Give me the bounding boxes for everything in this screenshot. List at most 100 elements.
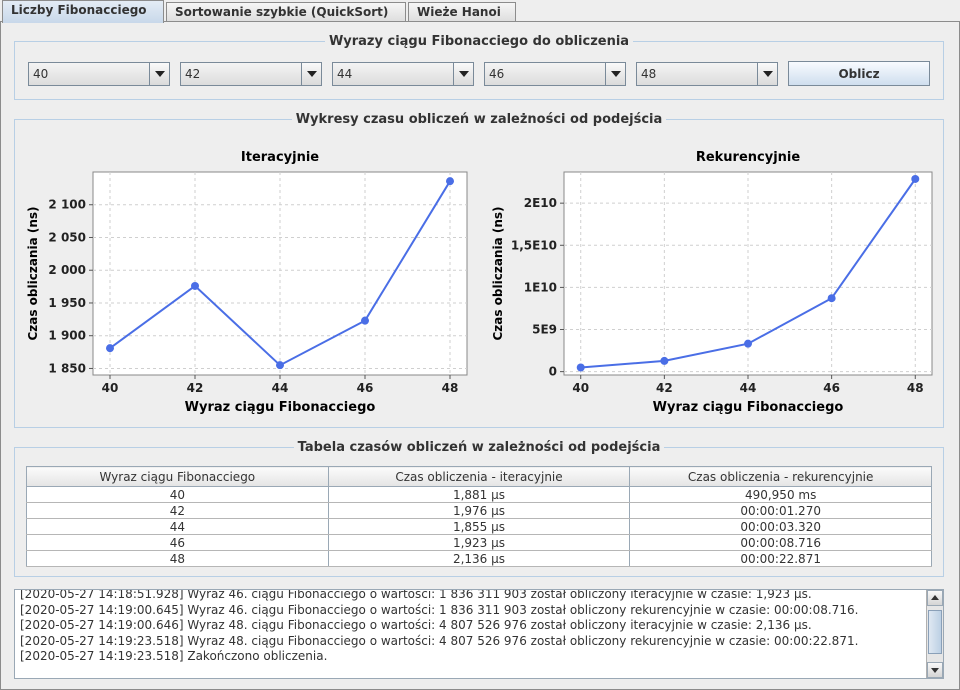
tab-bar: Liczby Fibonacciego Sortowanie szybkie (… bbox=[0, 0, 960, 23]
y-tick-label: 1 900 bbox=[48, 329, 86, 343]
cell-term: 46 bbox=[26, 534, 329, 551]
term-combo-2[interactable]: 42 bbox=[180, 62, 322, 86]
compute-button[interactable]: Oblicz bbox=[788, 61, 930, 86]
combo-value: 48 bbox=[641, 67, 657, 81]
cell-iterative: 1,976 µs bbox=[327, 502, 631, 519]
table-row[interactable]: 48 2,136 µs 00:00:22.871 bbox=[26, 550, 932, 567]
y-tick-label: 5E9 bbox=[532, 323, 557, 337]
y-tick-label: 2 100 bbox=[48, 198, 86, 212]
log-lines: [2020-05-27 14:18:51.928] Wyraz 46. ciąg… bbox=[20, 589, 920, 665]
input-group: Wyrazy ciągu Fibonacciego do obliczenia bbox=[14, 34, 944, 100]
x-tick-label: 48 bbox=[907, 381, 924, 395]
table-row[interactable]: 40 1,881 µs 490,950 ms bbox=[26, 486, 932, 503]
scroll-thumb[interactable] bbox=[928, 610, 942, 654]
x-tick-label: 44 bbox=[740, 381, 757, 395]
y-tick-label: 2 000 bbox=[48, 263, 86, 277]
data-point bbox=[446, 177, 454, 186]
term-combo-3[interactable]: 44 bbox=[332, 62, 474, 86]
chevron-down-icon[interactable] bbox=[149, 63, 169, 85]
x-tick-label: 42 bbox=[187, 381, 204, 395]
log-line: [2020-05-27 14:19:00.646] Wyraz 48. ciąg… bbox=[20, 618, 812, 632]
log-line: [2020-05-27 14:19:00.645] Wyraz 46. ciąg… bbox=[20, 602, 859, 617]
table-row[interactable]: 44 1,855 µs 00:00:03.320 bbox=[26, 518, 932, 535]
x-tick-label: 44 bbox=[272, 381, 289, 395]
charts-group: Wykresy czasu obliczeń w zależności od p… bbox=[14, 112, 944, 428]
cell-term: 40 bbox=[26, 486, 329, 503]
scroll-down-icon[interactable] bbox=[927, 662, 943, 678]
times-table: Wyraz ciągu Fibonacciego Czas obliczenia… bbox=[26, 466, 932, 567]
cell-recursive: 00:00:08.716 bbox=[629, 534, 932, 551]
chevron-down-icon[interactable] bbox=[757, 63, 777, 85]
y-tick-label: 2 050 bbox=[48, 230, 86, 244]
chevron-down-icon[interactable] bbox=[453, 63, 473, 85]
x-tick-label: 40 bbox=[102, 381, 119, 395]
log-scrollbar[interactable] bbox=[926, 590, 943, 678]
cell-term: 48 bbox=[26, 550, 329, 567]
chart-iterative: Iteracyjnie 40 42 44 46 48 1 850 1 900 1 950 2 00… bbox=[20, 140, 470, 425]
table-row[interactable]: 46 1,923 µs 00:00:08.716 bbox=[26, 534, 932, 551]
chevron-down-icon[interactable] bbox=[605, 63, 625, 85]
y-tick-label: 1 950 bbox=[48, 296, 86, 310]
data-point bbox=[361, 316, 369, 325]
cell-recursive: 490,950 ms bbox=[629, 486, 932, 503]
data-point bbox=[911, 174, 920, 183]
x-tick-label: 48 bbox=[442, 381, 459, 395]
column-header-iterative[interactable]: Czas obliczenia - iteracyjnie bbox=[327, 466, 631, 487]
column-header-term[interactable]: Wyraz ciągu Fibonacciego bbox=[26, 466, 329, 487]
table-group-title: Tabela czasów obliczeń w zależności od p… bbox=[293, 440, 665, 455]
term-combo-4[interactable]: 46 bbox=[484, 62, 626, 86]
y-axis-label: Czas obliczania (ns) bbox=[491, 206, 505, 340]
column-header-recursive[interactable]: Czas obliczenia - rekurencyjnie bbox=[629, 466, 932, 487]
y-tick-label: 1,5E10 bbox=[511, 238, 557, 252]
combo-value: 42 bbox=[185, 67, 201, 81]
combo-value: 46 bbox=[489, 67, 505, 81]
data-point bbox=[276, 361, 284, 370]
log-line: [2020-05-27 14:19:23.518] Zakończono obl… bbox=[20, 649, 328, 663]
term-combo-1[interactable]: 40 bbox=[28, 62, 170, 86]
data-point bbox=[660, 356, 669, 365]
log-line: [2020-05-27 14:18:51.928] Wyraz 46. ciąg… bbox=[20, 589, 812, 601]
table-row[interactable]: 42 1,976 µs 00:00:01.270 bbox=[26, 502, 932, 519]
combo-value: 44 bbox=[337, 67, 353, 81]
y-tick-label: 1E10 bbox=[524, 280, 557, 294]
chevron-down-icon[interactable] bbox=[301, 63, 321, 85]
chart-title: Rekurencyjnie bbox=[696, 150, 801, 165]
log-area[interactable]: [2020-05-27 14:18:51.928] Wyraz 46. ciąg… bbox=[14, 589, 944, 679]
x-tick-label: 40 bbox=[572, 381, 589, 395]
x-axis-label: Wyraz ciągu Fibonacciego bbox=[185, 400, 376, 415]
y-tick-label: 0 bbox=[549, 365, 557, 379]
table-group: Tabela czasów obliczeń w zależności od p… bbox=[14, 440, 944, 577]
x-tick-label: 46 bbox=[357, 381, 374, 395]
chart-recursive: Rekurencyjnie 40 42 44 46 48 0 5E9 1E10 1,5E10 2E1… bbox=[485, 140, 940, 425]
input-group-title: Wyrazy ciągu Fibonacciego do obliczenia bbox=[324, 34, 634, 49]
x-tick-label: 42 bbox=[656, 381, 673, 395]
log-line: [2020-05-27 14:19:23.518] Wyraz 48. ciąg… bbox=[20, 633, 859, 648]
data-point bbox=[106, 344, 114, 353]
cell-iterative: 2,136 µs bbox=[327, 550, 631, 567]
data-point bbox=[576, 363, 585, 372]
chart-recursive-svg: Rekurencyjnie 40 42 44 46 48 0 5E9 1E10 1,5E10 2E1… bbox=[491, 150, 933, 415]
data-point bbox=[827, 294, 836, 303]
tab-hanoi[interactable]: Wieże Hanoi bbox=[408, 2, 516, 22]
x-tick-label: 46 bbox=[823, 381, 840, 395]
charts-group-title: Wykresy czasu obliczeń w zależności od p… bbox=[291, 112, 667, 127]
y-tick-label: 1 850 bbox=[48, 361, 86, 375]
tab-quicksort[interactable]: Sortowanie szybkie (QuickSort) bbox=[166, 2, 406, 22]
x-axis-label: Wyraz ciągu Fibonacciego bbox=[653, 400, 844, 415]
combo-value: 40 bbox=[33, 67, 49, 81]
cell-recursive: 00:00:03.320 bbox=[629, 518, 932, 535]
tab-fibonacci[interactable]: Liczby Fibonacciego bbox=[2, 0, 164, 23]
cell-iterative: 1,923 µs bbox=[327, 534, 631, 551]
y-tick-label: 2E10 bbox=[524, 196, 557, 210]
data-point bbox=[191, 281, 199, 290]
cell-term: 44 bbox=[26, 518, 329, 535]
cell-recursive: 00:00:01.270 bbox=[629, 502, 932, 519]
cell-iterative: 1,855 µs bbox=[327, 518, 631, 535]
scroll-up-icon[interactable] bbox=[927, 590, 943, 606]
cell-recursive: 00:00:22.871 bbox=[629, 550, 932, 567]
term-combo-5[interactable]: 48 bbox=[636, 62, 778, 86]
cell-iterative: 1,881 µs bbox=[327, 486, 631, 503]
chart-iterative-svg: Iteracyjnie 40 42 44 46 48 1 850 1 900 1 950 2 00… bbox=[26, 150, 468, 415]
cell-term: 42 bbox=[26, 502, 329, 519]
y-axis-label: Czas obliczania (ns) bbox=[26, 206, 40, 340]
